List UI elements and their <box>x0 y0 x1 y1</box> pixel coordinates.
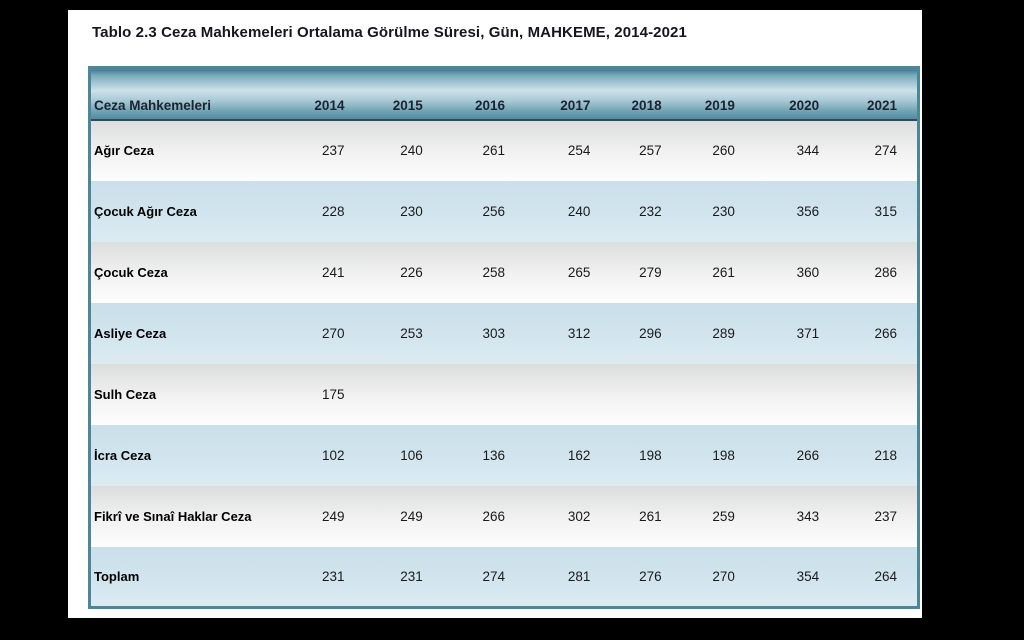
column-header-year: 2016 <box>442 67 526 121</box>
court-type-cell: Asliye Ceza <box>88 302 271 364</box>
column-header-year: 2018 <box>610 67 682 121</box>
value-cell: 232 <box>639 203 662 219</box>
table-row: Çocuk Ceza 241 226 258 265 279 261 360 286 <box>88 241 919 303</box>
value-cell: 266 <box>796 447 820 463</box>
value-cell: 198 <box>712 447 735 463</box>
value-cell: 253 <box>400 325 423 341</box>
value-cell: 286 <box>874 264 897 280</box>
value-cell: 371 <box>796 325 820 341</box>
value-cell <box>839 364 918 425</box>
table-body: Ağır Ceza 237 240 261 254 257 260 344 274 Çocuk A… <box>88 119 919 608</box>
value-cell: 231 <box>400 568 423 584</box>
table-row: Ağır Ceza 237 240 261 254 257 260 344 274 <box>88 119 919 181</box>
value-cell: 264 <box>874 568 897 584</box>
value-cell: 302 <box>567 508 591 524</box>
court-type-cell: Toplam <box>88 546 271 608</box>
courts-duration-table: Ceza Mahkemeleri 2014 2015 2016 2017 2018 201… <box>88 66 920 609</box>
value-cell: 356 <box>796 203 820 219</box>
value-cell: 218 <box>874 447 897 463</box>
column-header-year: 2021 <box>839 67 919 121</box>
value-cell: 256 <box>482 203 506 219</box>
document-page: Tablo 2.3 Ceza Mahkemeleri Ortalama Görü… <box>68 10 922 618</box>
table-title: Tablo 2.3 Ceza Mahkemeleri Ortalama Görü… <box>92 24 687 41</box>
value-cell: 279 <box>639 264 662 280</box>
value-cell: 354 <box>796 568 820 584</box>
court-type-cell: Fikrî ve Sınaî Haklar Ceza <box>88 485 271 547</box>
value-cell: 228 <box>321 203 345 219</box>
court-type-cell: Ağır Ceza <box>88 119 271 181</box>
court-type-cell: Çocuk Ceza <box>88 241 271 303</box>
value-cell: 312 <box>567 325 591 341</box>
value-cell: 162 <box>567 447 591 463</box>
value-cell: 296 <box>639 325 662 341</box>
value-cell: 344 <box>796 143 820 158</box>
court-type-cell: İcra Ceza <box>88 424 271 486</box>
value-cell: 274 <box>874 143 897 158</box>
value-cell: 102 <box>321 447 345 463</box>
value-cell: 136 <box>482 447 506 463</box>
value-cell: 270 <box>321 325 345 341</box>
value-cell: 360 <box>796 264 820 280</box>
value-cell: 237 <box>874 508 897 524</box>
value-cell <box>525 364 610 425</box>
value-cell: 276 <box>639 568 662 584</box>
value-cell: 260 <box>712 143 735 158</box>
court-type-cell: Çocuk Ağır Ceza <box>88 180 271 242</box>
value-cell: 266 <box>482 508 506 524</box>
value-cell: 266 <box>874 325 897 341</box>
value-cell: 274 <box>482 568 506 584</box>
value-cell: 198 <box>639 447 662 463</box>
table-row: Fikrî ve Sınaî Haklar Ceza 249 249 266 302 26… <box>88 485 919 547</box>
column-header-year: 2014 <box>270 67 365 121</box>
value-cell: 343 <box>796 508 820 524</box>
column-header-year: 2019 <box>681 67 755 121</box>
value-cell: 106 <box>400 447 423 463</box>
value-cell: 258 <box>482 264 506 280</box>
table-row: Sulh Ceza 175 <box>88 363 919 425</box>
value-cell: 303 <box>482 325 506 341</box>
table-header-row: Ceza Mahkemeleri 2014 2015 2016 2017 2018 201… <box>89 67 919 121</box>
value-cell: 261 <box>712 264 735 280</box>
table-row: Çocuk Ağır Ceza 228 230 256 240 232 230 356 315 <box>88 180 919 242</box>
value-cell: 261 <box>639 508 662 524</box>
table-row: İcra Ceza 102 106 136 162 198 198 266 218 <box>88 424 919 486</box>
value-cell: 237 <box>321 143 345 158</box>
value-cell: 230 <box>400 203 423 219</box>
value-cell: 230 <box>712 203 735 219</box>
table-row: Asliye Ceza 270 253 303 312 296 289 371 266 <box>88 302 919 364</box>
column-header-year: 2015 <box>364 67 443 121</box>
value-cell: 270 <box>712 568 735 584</box>
value-cell: 241 <box>321 264 345 280</box>
value-cell: 315 <box>874 203 897 219</box>
value-cell: 289 <box>712 325 735 341</box>
value-cell: 231 <box>321 568 345 584</box>
column-header-year: 2017 <box>525 67 611 121</box>
value-cell <box>755 364 839 425</box>
value-cell: 257 <box>639 143 662 158</box>
court-type-cell: Sulh Ceza <box>88 363 271 425</box>
value-cell: 281 <box>567 568 591 584</box>
value-cell: 240 <box>567 203 591 219</box>
value-cell: 249 <box>321 508 345 524</box>
column-header-year: 2020 <box>754 67 840 121</box>
value-cell: 226 <box>400 264 423 280</box>
value-cell: 175 <box>321 386 345 402</box>
value-cell: 254 <box>567 143 591 158</box>
value-cell: 261 <box>482 143 506 158</box>
column-header-court-type: Ceza Mahkemeleri <box>89 67 271 121</box>
value-cell: 259 <box>712 508 735 524</box>
value-cell: 265 <box>567 264 591 280</box>
value-cell <box>682 364 755 425</box>
value-cell <box>443 364 525 425</box>
value-cell <box>364 364 442 425</box>
value-cell <box>610 364 681 425</box>
value-cell: 249 <box>400 508 423 524</box>
value-cell: 240 <box>400 143 423 158</box>
table-row: Toplam 231 231 274 281 276 270 354 264 <box>88 546 919 608</box>
